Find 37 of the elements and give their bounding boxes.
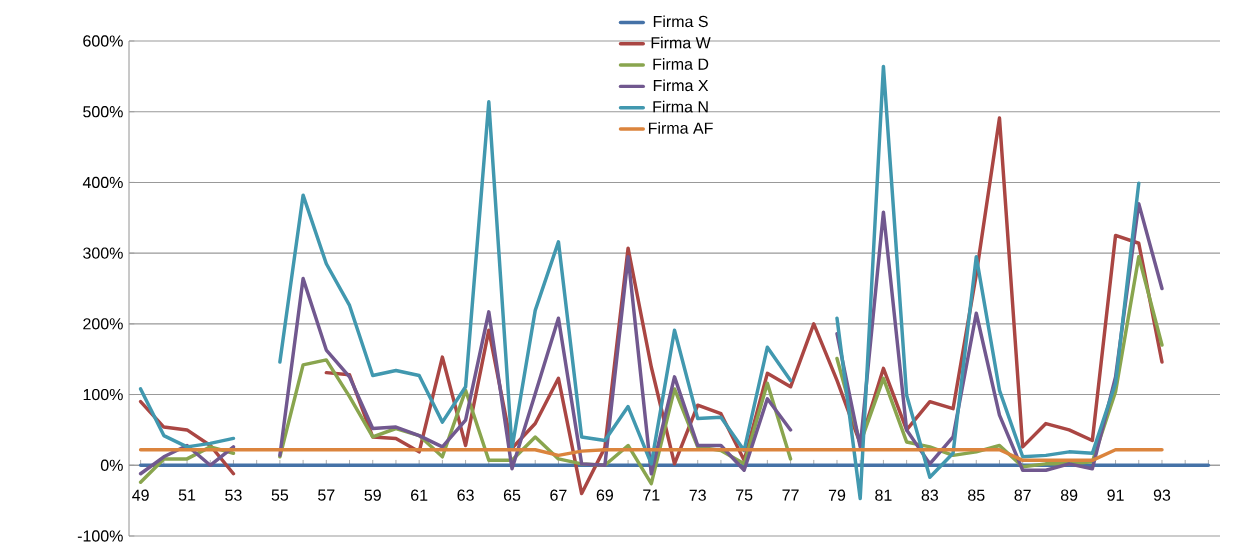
x-tick-label: 69 xyxy=(596,489,613,501)
x-tick-label: 91 xyxy=(1107,489,1124,501)
y-tick-label: -100% xyxy=(77,530,123,542)
x-tick-label: 93 xyxy=(1153,489,1171,501)
x-tick-label: 59 xyxy=(364,489,381,501)
x-tick-label: 79 xyxy=(828,489,846,501)
x-tick-label: 83 xyxy=(921,489,939,501)
x-tick-label: 81 xyxy=(875,489,892,501)
x-tick-label: 77 xyxy=(782,489,799,501)
x-tick-label: 65 xyxy=(503,489,521,501)
legend-label: Firma X xyxy=(653,79,709,92)
y-tick-label: 400% xyxy=(82,176,123,189)
legend-label: Firma N xyxy=(653,100,708,113)
legend-label: Firma W xyxy=(651,36,711,49)
x-tick-label: 63 xyxy=(457,489,474,501)
x-tick-label: 89 xyxy=(1060,489,1078,501)
x-tick-label: 61 xyxy=(411,489,428,501)
x-tick-label: 51 xyxy=(178,489,196,501)
y-tick-label: 300% xyxy=(83,247,123,259)
x-tick-label: 57 xyxy=(318,489,335,501)
x-tick-label: 67 xyxy=(550,489,567,501)
x-tick-label: 73 xyxy=(689,489,706,501)
x-tick-label: 87 xyxy=(1014,489,1031,501)
legend-label: Firma D xyxy=(653,58,709,70)
legend-label: Firma AF xyxy=(648,122,713,134)
x-tick-label: 53 xyxy=(225,489,242,501)
x-tick-label: 71 xyxy=(643,489,660,501)
x-tick-label: 85 xyxy=(968,489,985,501)
legend-label: Firma S xyxy=(653,15,708,28)
x-tick-label: 55 xyxy=(271,489,289,501)
y-tick-label: 100% xyxy=(83,388,123,401)
y-tick-label: 200% xyxy=(83,318,123,330)
y-tick-label: 500% xyxy=(83,106,123,118)
y-tick-label: 0% xyxy=(100,459,123,471)
x-tick-label: 75 xyxy=(736,489,753,501)
y-tick-label: 600% xyxy=(83,35,123,47)
x-tick-label: 49 xyxy=(132,489,149,501)
